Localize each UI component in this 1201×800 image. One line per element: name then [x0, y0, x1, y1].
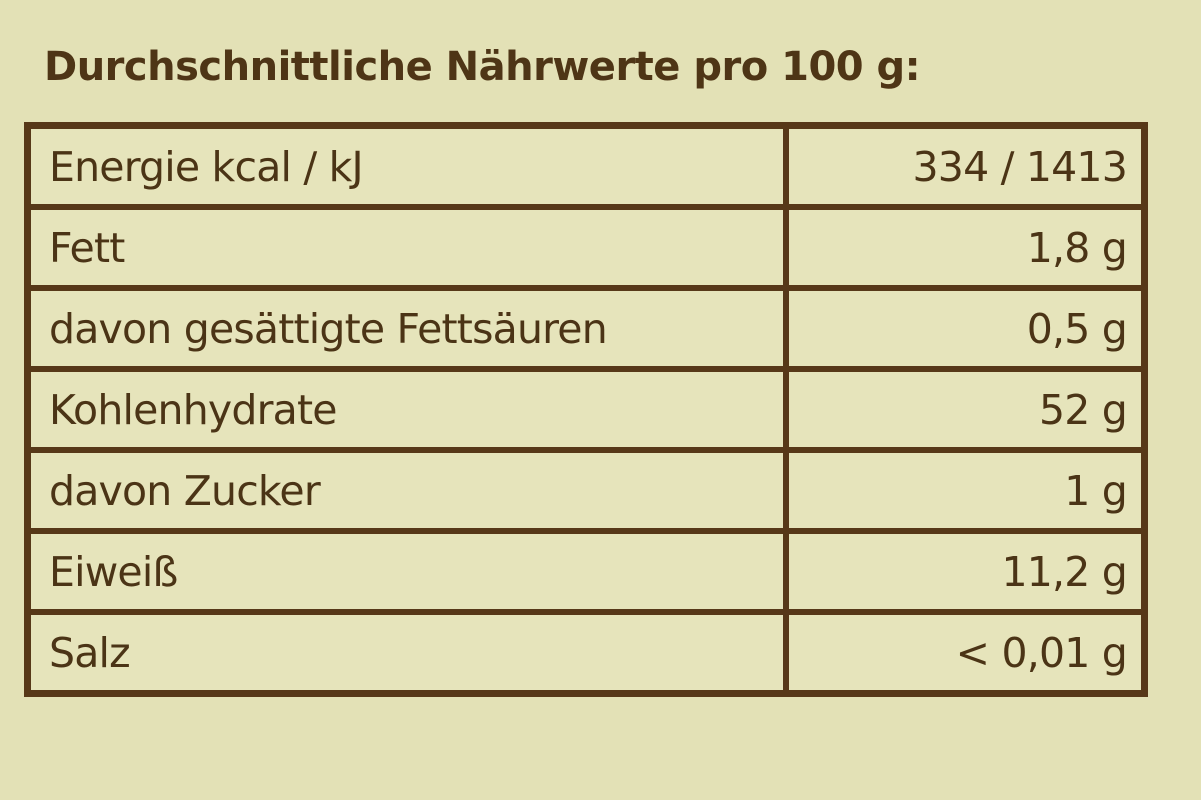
table-row: davon Zucker 1 g: [24, 447, 1148, 534]
table-row: davon gesättigte Fettsäuren 0,5 g: [24, 285, 1148, 372]
nutrition-title: Durchschnittliche Nährwerte pro 100 g:: [44, 44, 921, 90]
row-label: davon gesättigte Fettsäuren: [24, 285, 789, 372]
table-row: Kohlenhydrate 52 g: [24, 366, 1148, 453]
row-value: 334 / 1413: [783, 122, 1148, 210]
row-label: Fett: [24, 204, 789, 291]
row-label: davon Zucker: [24, 447, 789, 534]
row-value: 52 g: [783, 366, 1148, 453]
table-row: Energie kcal / kJ 334 / 1413: [24, 122, 1148, 210]
row-label: Energie kcal / kJ: [24, 122, 789, 210]
row-value: 0,5 g: [783, 285, 1148, 372]
table-row: Salz < 0,01 g: [24, 609, 1148, 697]
row-value: 1 g: [783, 447, 1148, 534]
row-label: Salz: [24, 609, 789, 697]
row-value: < 0,01 g: [783, 609, 1148, 697]
row-label: Kohlenhydrate: [24, 366, 789, 453]
row-value: 11,2 g: [783, 528, 1148, 615]
row-label: Eiweiß: [24, 528, 789, 615]
table-row: Fett 1,8 g: [24, 204, 1148, 291]
nutrition-table: Energie kcal / kJ 334 / 1413 Fett 1,8 g da…: [24, 122, 1148, 697]
row-value: 1,8 g: [783, 204, 1148, 291]
table-row: Eiweiß 11,2 g: [24, 528, 1148, 615]
